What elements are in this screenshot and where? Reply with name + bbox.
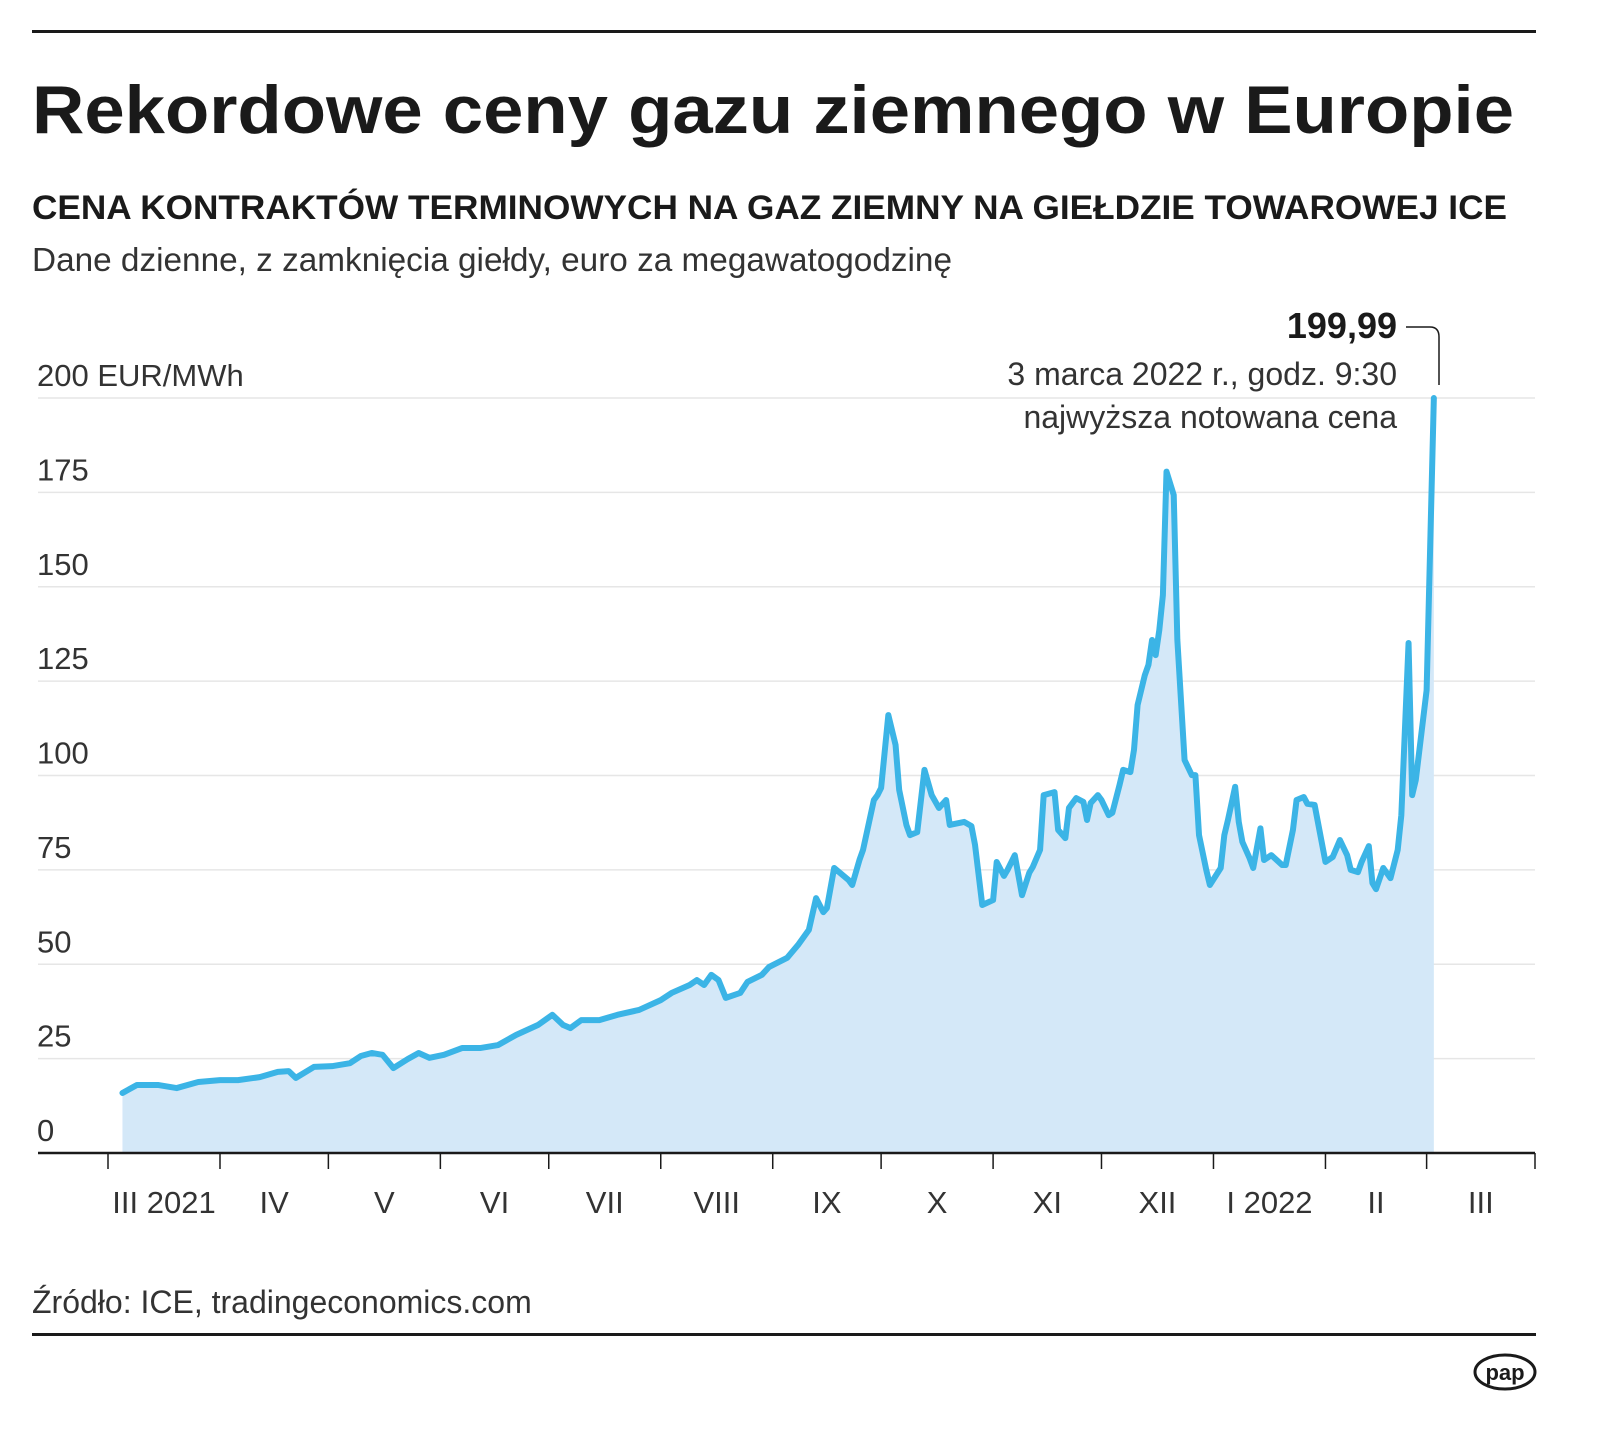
y-tick-label: 100: [37, 736, 89, 771]
x-tick-label: III 2021: [112, 1185, 215, 1220]
y-tick-label: 50: [37, 924, 71, 959]
x-tick-label: III: [1468, 1185, 1494, 1220]
x-tick-label: V: [374, 1185, 395, 1220]
x-tick-label: I 2022: [1226, 1185, 1312, 1220]
annotation-leader-line: [1406, 326, 1440, 385]
data-points: [122, 397, 1434, 1094]
x-tick-label: XI: [1033, 1185, 1062, 1220]
chart-description: Dane dzienne, z zamknięcia giełdy, euro …: [32, 241, 952, 278]
y-tick-label: 150: [37, 547, 89, 582]
y-tick-label: 200 EUR/MWh: [37, 358, 244, 393]
peak-value-label: 199,99: [1287, 305, 1397, 346]
price-area: [122, 398, 1434, 1154]
y-tick-label: 25: [37, 1019, 71, 1054]
x-tick-label: IX: [812, 1185, 842, 1220]
y-tick-label: 75: [37, 830, 71, 865]
peak-note-label: najwyższa notowana cena: [1023, 399, 1397, 435]
x-tick-label: VIII: [693, 1185, 740, 1220]
x-tick-label: IV: [260, 1185, 290, 1220]
pap-logo: pap: [1473, 1353, 1537, 1391]
x-tick-label: VI: [480, 1185, 509, 1220]
bottom-rule: [32, 1333, 1536, 1336]
gridlines: [38, 397, 1535, 1060]
price-line: [119, 395, 1437, 1096]
x-tick-label: II: [1367, 1185, 1384, 1220]
y-tick-label: 0: [37, 1113, 54, 1148]
y-tick-label: 125: [37, 641, 89, 676]
source-note: Źródło: ICE, tradingeconomics.com: [32, 1284, 532, 1320]
x-tick-label: VII: [586, 1185, 624, 1220]
page-title: Rekordowe ceny gazu ziemnego w Europie: [32, 72, 1514, 148]
y-axis-labels: 0 25 50 75 100 125 150 175 200 EUR/MWh: [37, 358, 244, 1148]
pap-logo-text: pap: [1485, 1360, 1524, 1385]
peak-annotation: 199,99 3 marca 2022 r., godz. 9:30 najwy…: [1007, 305, 1440, 435]
x-axis-ticks: III 2021 IV V VI VII VIII IX X XI XII I 2022 II III: [107, 1153, 1536, 1220]
x-tick-label: XII: [1139, 1185, 1177, 1220]
y-tick-label: 175: [37, 452, 89, 487]
top-rule: [32, 30, 1536, 33]
chart-subtitle: CENA KONTRAKTÓW TERMINOWYCH NA GAZ ZIEMN…: [32, 189, 1507, 227]
peak-date-label: 3 marca 2022 r., godz. 9:30: [1007, 356, 1397, 392]
x-tick-label: X: [927, 1185, 948, 1220]
